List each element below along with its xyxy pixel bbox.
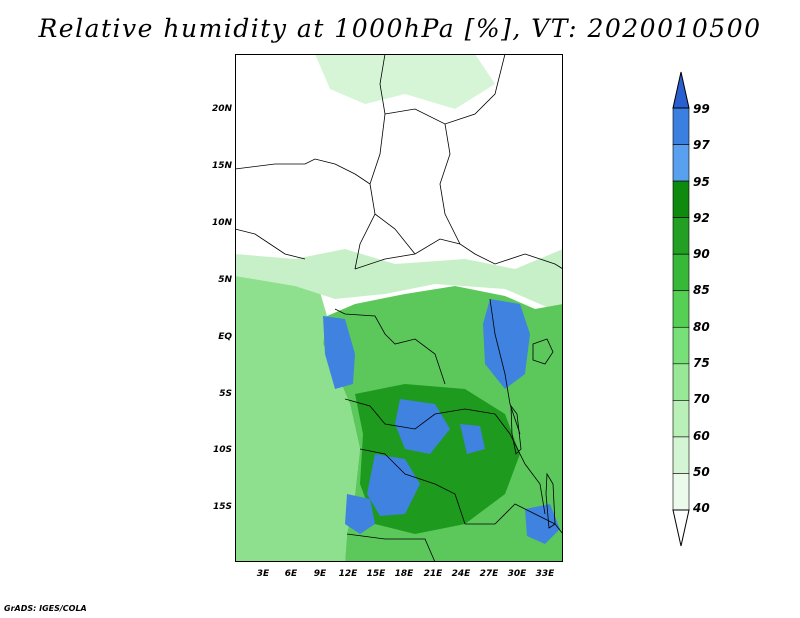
- colorbar-top-arrow: [672, 71, 690, 109]
- very-humid-patch: [483, 299, 530, 389]
- colorbar-cell: [672, 436, 690, 474]
- lat-label-5s: 5S: [219, 389, 232, 399]
- colorbar-label-75: 75: [693, 356, 710, 370]
- sahel-band: [235, 249, 563, 314]
- very-humid-patch: [323, 316, 355, 389]
- colorbar-label-97: 97: [693, 138, 710, 152]
- colorbar-label-99: 99: [693, 102, 710, 116]
- lat-label-5n: 5N: [218, 275, 232, 285]
- lat-label-10n: 10N: [211, 218, 232, 228]
- lon-label-9e: 9E: [313, 569, 327, 579]
- humidity-map: [235, 54, 563, 562]
- very-humid-patch: [395, 399, 450, 454]
- lon-label-30e: 30E: [507, 569, 527, 579]
- lon-label-15e: 15E: [366, 569, 386, 579]
- lon-label-21e: 21E: [423, 569, 443, 579]
- lat-label-15s: 15S: [212, 502, 232, 512]
- colorbar-cell: [672, 363, 690, 401]
- lat-label-10s: 10S: [212, 445, 232, 455]
- lake-malawi: [545, 472, 556, 529]
- northern-moist-fringe: [315, 54, 495, 109]
- colorbar-cell: [672, 400, 690, 438]
- lon-label-27e: 27E: [479, 569, 499, 579]
- colorbar-label-40: 40: [693, 501, 710, 515]
- chart-title: Relative humidity at 1000hPa [%], VT: 20…: [38, 14, 762, 43]
- colorbar-label-70: 70: [693, 392, 710, 406]
- very-humid-patch: [460, 424, 485, 454]
- lon-label-24e: 24E: [451, 569, 471, 579]
- very-humid-patch: [367, 454, 420, 516]
- lat-label-20n: 20N: [211, 104, 232, 114]
- colorbar-label-85: 85: [693, 283, 710, 297]
- colorbar-label-50: 50: [693, 465, 710, 479]
- colorbar-cell: [672, 144, 690, 182]
- colorbar-cell: [672, 253, 690, 292]
- lat-label-eq: EQ: [218, 332, 232, 342]
- colorbar-cell: [672, 180, 690, 218]
- colorbar-label-60: 60: [693, 429, 710, 443]
- lon-label-12e: 12E: [338, 569, 358, 579]
- lon-label-18e: 18E: [394, 569, 414, 579]
- very-humid-patch: [525, 504, 560, 544]
- colorbar-cell: [672, 326, 690, 365]
- colorbar-cell: [672, 107, 690, 145]
- lon-label-3e: 3E: [256, 569, 270, 579]
- colorbar-label-80: 80: [693, 320, 710, 334]
- lake-victoria: [532, 338, 554, 365]
- colorbar-cell: [672, 473, 690, 511]
- colorbar-cell: [672, 290, 690, 328]
- lon-label-6e: 6E: [284, 569, 298, 579]
- colorbar-label-95: 95: [693, 175, 710, 189]
- lat-label-15n: 15N: [211, 161, 232, 171]
- map-frame: [235, 54, 563, 562]
- footer-credit: GrADS: IGES/COLA: [4, 604, 87, 613]
- lake-tanganyika: [510, 404, 522, 455]
- country-borders: [235, 54, 563, 562]
- very-humid-patch: [345, 494, 375, 534]
- colorbar-label-92: 92: [693, 211, 710, 225]
- colorbar-cell: [672, 217, 690, 255]
- colorbar-bottom-arrow: [672, 509, 690, 547]
- colorbar-label-90: 90: [693, 247, 710, 261]
- lon-label-33e: 33E: [535, 569, 555, 579]
- ocean-region: [235, 269, 360, 562]
- colorbar: [672, 71, 690, 547]
